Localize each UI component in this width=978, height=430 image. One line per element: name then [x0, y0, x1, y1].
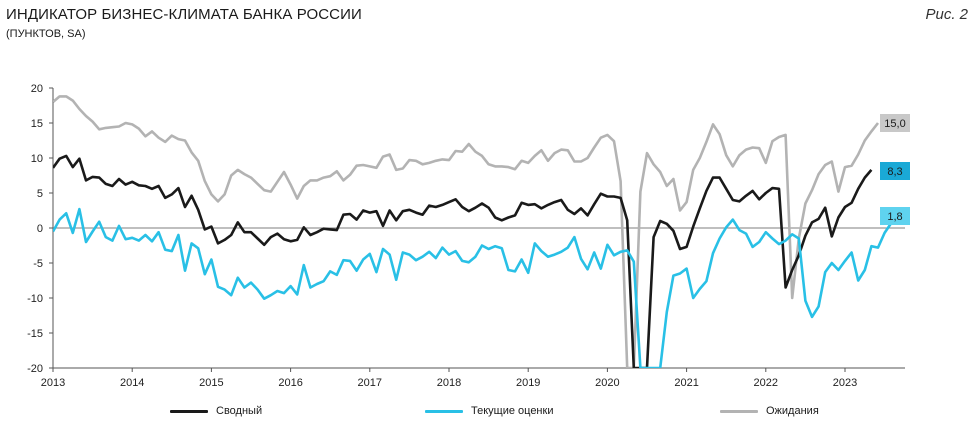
series-summary-end-label-box [880, 162, 910, 180]
legend-label-expect: Ожидания [766, 405, 819, 417]
series-current-end-label-text: 1,8 [887, 211, 902, 223]
x-tick-label: 2014 [120, 377, 144, 389]
y-tick-label: 20 [31, 83, 43, 95]
series-expectations-end-label-box [880, 114, 910, 132]
x-tick-label: 2022 [754, 377, 778, 389]
series-layer [53, 95, 899, 368]
y-tick-label: 10 [31, 153, 43, 165]
legend-swatch-current [425, 409, 463, 413]
x-tick-label: 2021 [674, 377, 698, 389]
y-tick-label: 0 [37, 223, 43, 235]
chart-subtitle: (ПУНКТОВ, SA) [6, 28, 86, 40]
series-expectations-end-label: 15,0 [880, 114, 910, 132]
series-summary-line [53, 154, 873, 368]
end-labels: 15,0 8,3 1,8 [880, 114, 910, 225]
x-tick-label: 2018 [437, 377, 461, 389]
legend-swatch-summary [170, 409, 208, 413]
legend-item-summary: Сводный [170, 405, 262, 417]
y-tick-label: -10 [27, 293, 43, 305]
chart-title: ИНДИКАТОР БИЗНЕС-КЛИМАТА БАНКА РОССИИ [6, 6, 362, 23]
y-tick-label: 5 [37, 188, 43, 200]
series-expectations-line [53, 95, 880, 368]
legend-label-current: Текущие оценки [471, 405, 554, 417]
series-summary-end-label-text: 8,3 [887, 166, 902, 178]
series-current-end-label-box [880, 207, 910, 225]
x-tick-label: 2015 [199, 377, 223, 389]
legend-swatch-expect [720, 409, 758, 413]
figure-label: Рис. 2 [925, 6, 968, 23]
y-tick-label: -15 [27, 328, 43, 340]
x-tick-label: 2023 [833, 377, 857, 389]
x-tick-label: 2016 [278, 377, 302, 389]
series-current-line [53, 207, 899, 368]
x-tick-label: 2013 [41, 377, 65, 389]
x-tick-label: 2019 [516, 377, 540, 389]
series-expectations-end-label-text: 15,0 [884, 118, 905, 130]
y-tick-label: -20 [27, 363, 43, 375]
series-summary-end-label: 8,3 [880, 162, 910, 180]
legend-item-expect: Ожидания [720, 405, 819, 417]
legend-item-current: Текущие оценки [425, 405, 553, 417]
legend-label-summary: Сводный [216, 405, 263, 417]
y-tick-label: 15 [31, 118, 43, 130]
x-tick-label: 2020 [595, 377, 619, 389]
series-current-end-label: 1,8 [880, 207, 910, 225]
y-tick-label: -5 [33, 258, 43, 270]
x-tick-label: 2017 [358, 377, 382, 389]
